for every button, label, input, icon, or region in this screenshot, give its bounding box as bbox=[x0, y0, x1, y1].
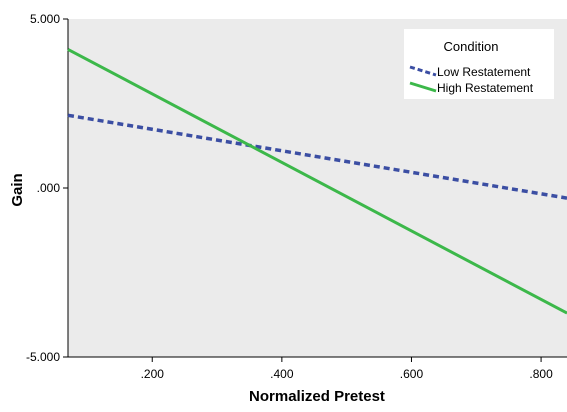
legend-title: Condition bbox=[444, 39, 499, 54]
y-axis-title: Gain bbox=[9, 173, 26, 206]
legend-swatch-high-restatement bbox=[409, 81, 437, 93]
legend-entry-low-restatement: Low Restatement bbox=[437, 65, 531, 79]
y-tick-label: -5.000 bbox=[26, 350, 60, 364]
x-tick-label: .400 bbox=[270, 367, 294, 381]
x-tick-label: .800 bbox=[529, 367, 553, 381]
legend-swatch-low-restatement bbox=[409, 65, 437, 77]
x-tick-label: .600 bbox=[400, 367, 424, 381]
y-tick-label: .000 bbox=[37, 181, 61, 195]
series-line-low-restatement bbox=[67, 113, 567, 200]
axes: 5.000 .000 -5.000 .200 .400 .600 .800 bbox=[26, 12, 567, 381]
legend: Condition Low Restatement High Restateme… bbox=[404, 29, 554, 99]
series-line-high-restatement bbox=[67, 48, 567, 315]
series-layer bbox=[67, 48, 567, 315]
y-tick-label: 5.000 bbox=[30, 12, 60, 26]
x-tick-label: .200 bbox=[141, 367, 165, 381]
x-axis-title: Normalized Pretest bbox=[249, 388, 385, 405]
legend-entry-high-restatement: High Restatement bbox=[437, 81, 534, 95]
